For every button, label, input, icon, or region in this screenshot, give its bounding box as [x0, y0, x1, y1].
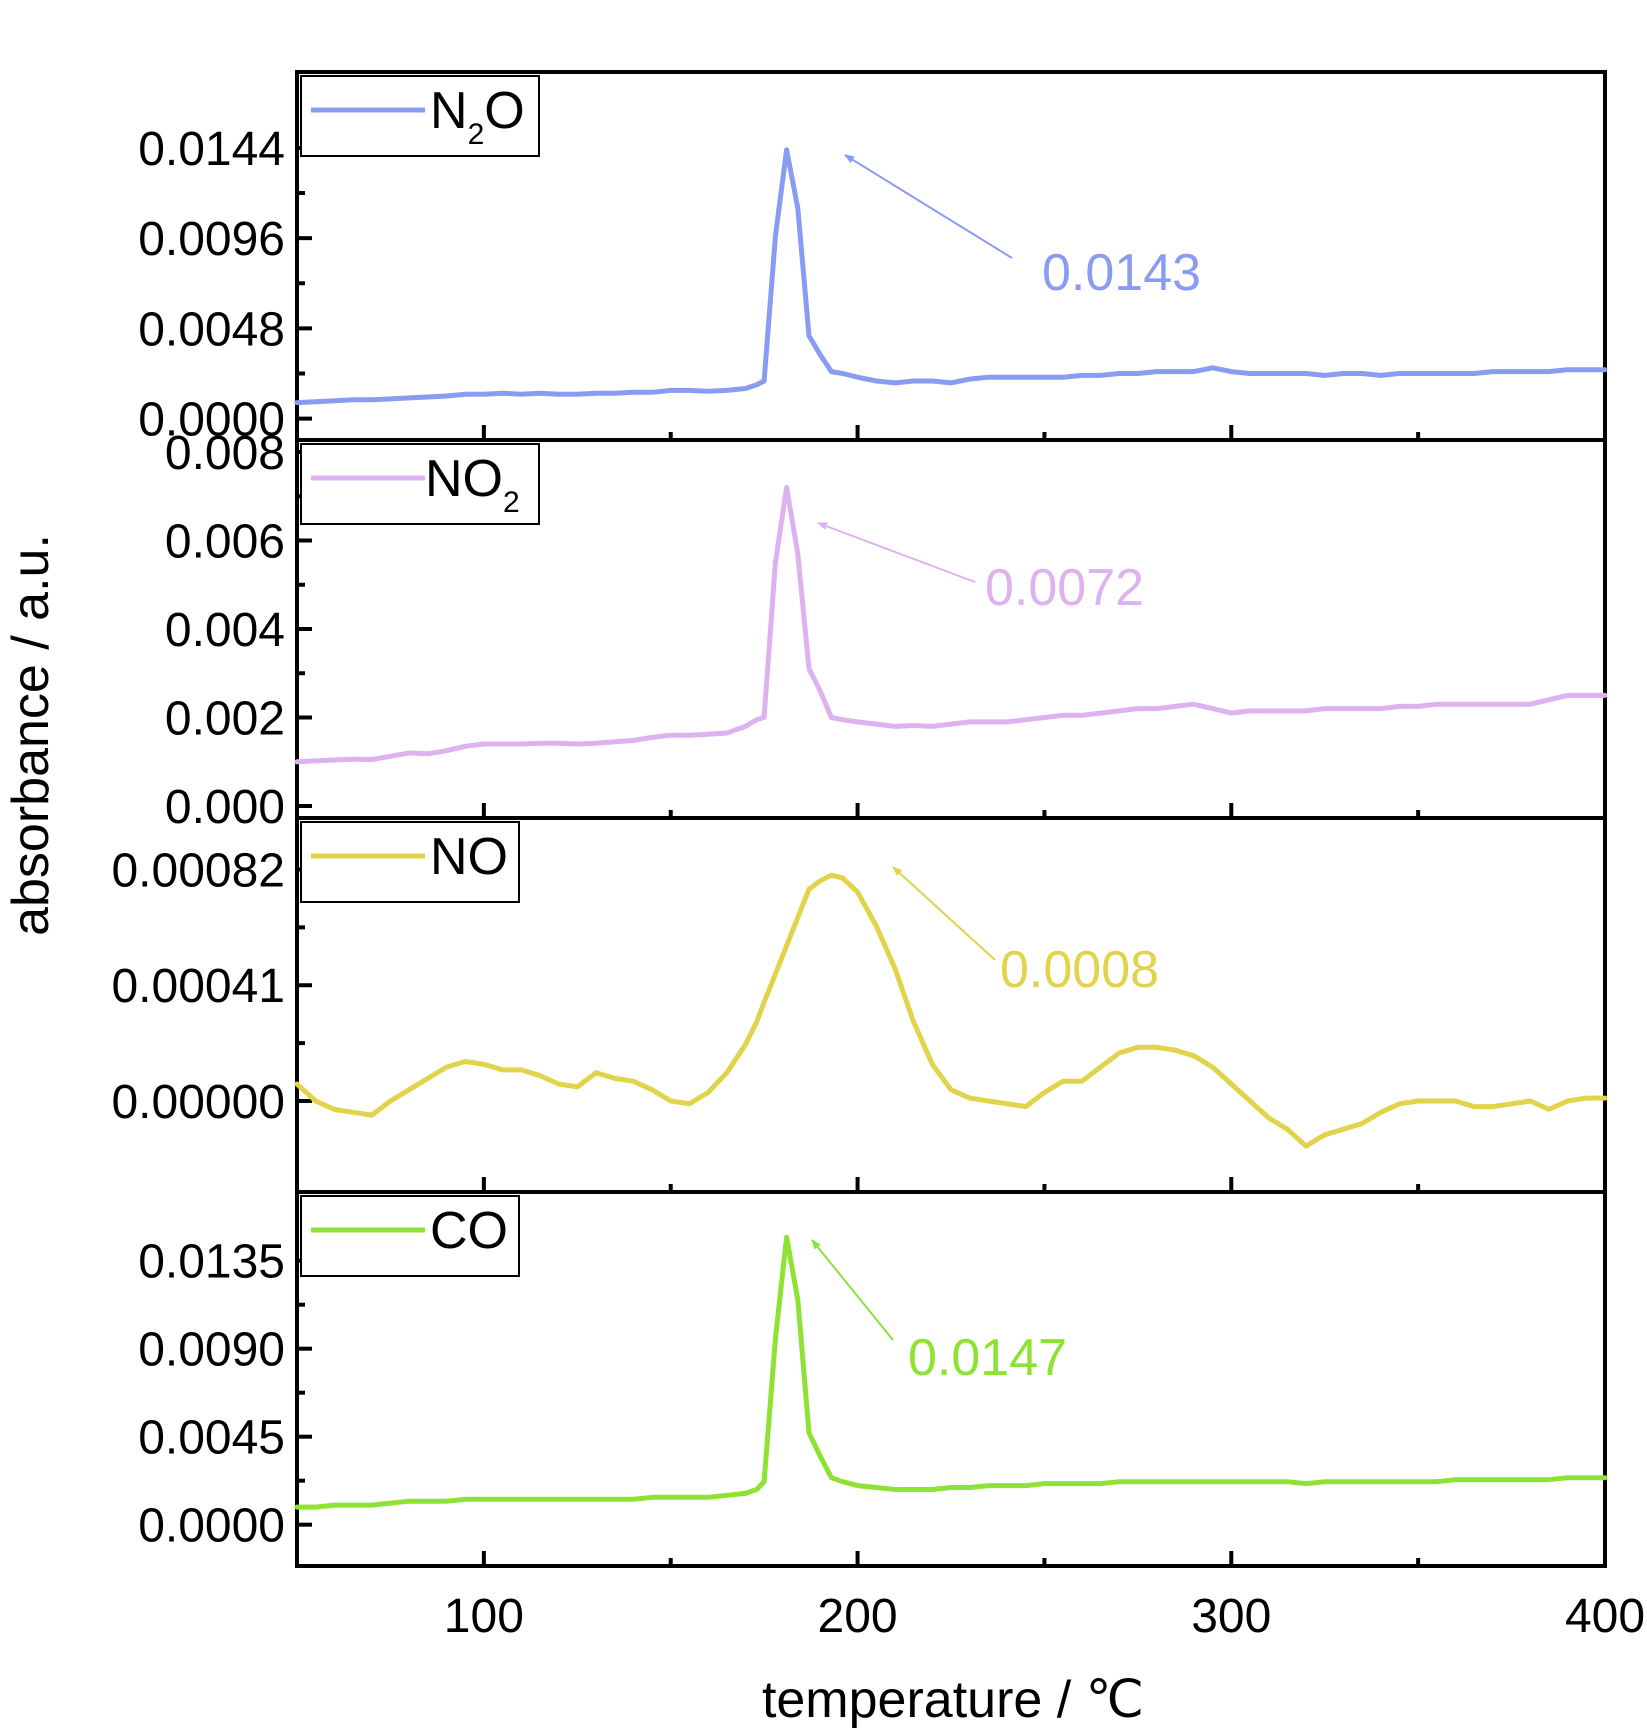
legend-label: N2O [430, 82, 525, 151]
legend-box [300, 75, 540, 157]
y-tick-label: 0.002 [165, 693, 285, 746]
legend-1: N2O [300, 75, 540, 157]
x-axis: 100 200 300 400 [444, 1590, 1645, 1643]
legend-label: NO [430, 828, 508, 886]
y-tick-label: 0.0048 [138, 303, 285, 356]
x-tick-label: 300 [1191, 1590, 1271, 1643]
legend-box [300, 443, 540, 525]
annotation-arrow [892, 866, 996, 961]
x-tick-label: 400 [1565, 1590, 1645, 1643]
x-tick-label: 200 [818, 1590, 898, 1643]
y-tick-label: 0.0135 [138, 1236, 285, 1289]
legend-box [300, 821, 520, 903]
annotation-arrow [844, 154, 1013, 259]
y-tick-label: 0.0090 [138, 1324, 285, 1377]
panel-2: 0.000 0.002 0.004 0.006 0.008 NO2 0.0072 [165, 427, 1608, 834]
legend-label: CO [430, 1202, 508, 1260]
y-tick-label: 0.00000 [111, 1076, 285, 1129]
x-axis-title: temperature / ℃ [762, 1671, 1144, 1729]
y-tick-label: 0.004 [165, 604, 285, 657]
x-tick-label: 100 [444, 1590, 524, 1643]
panel-4: 0.0000 0.0045 0.0090 0.0135 CO 0.0147 [138, 1190, 1608, 1568]
peak-annotation: 0.0072 [985, 559, 1144, 617]
legend-label: NO2 [425, 450, 520, 519]
y-tick-label: 0.006 [165, 516, 285, 569]
panel-3: 0.00000 0.00041 0.00082 NO 0.0008 [111, 816, 1608, 1194]
legend-3: NO [300, 821, 520, 903]
series-line-2 [294, 484, 1608, 765]
y-tick-label: 0.00082 [111, 845, 285, 898]
series-line-4 [294, 1234, 1608, 1510]
y-tick-label: 0.0000 [138, 1500, 285, 1553]
series-line-1 [294, 147, 1608, 406]
y-tick-label: 0.000 [165, 781, 285, 834]
series-line-3 [294, 872, 1608, 1149]
legend-2: NO2 [300, 443, 540, 525]
panel-1: 0.0000 0.0048 0.0096 0.0144 N2O 0.0143 [138, 70, 1608, 447]
y-tick-label: 0.008 [165, 427, 285, 480]
y-tick-label: 0.0096 [138, 213, 285, 266]
peak-annotation: 0.0147 [908, 1329, 1067, 1387]
legend-box [300, 1195, 520, 1277]
legend-4: CO [300, 1195, 520, 1277]
y-tick-label: 0.0045 [138, 1412, 285, 1465]
panel-frame [295, 1190, 1607, 1568]
y-tick-label: 0.0000 [138, 394, 285, 447]
annotation-arrow [817, 522, 976, 583]
y-tick-label: 0.00041 [111, 960, 285, 1013]
y-axis-title: absorbance / a.u. [2, 534, 60, 936]
chart-panels: 0.00000.00480.00960.0144N2O0.01430.0000.… [111, 70, 1608, 1568]
y-tick-label: 0.0144 [138, 123, 285, 176]
peak-annotation: 0.0143 [1042, 244, 1201, 302]
peak-annotation: 0.0008 [1000, 941, 1159, 999]
annotation-arrow [811, 1239, 894, 1341]
